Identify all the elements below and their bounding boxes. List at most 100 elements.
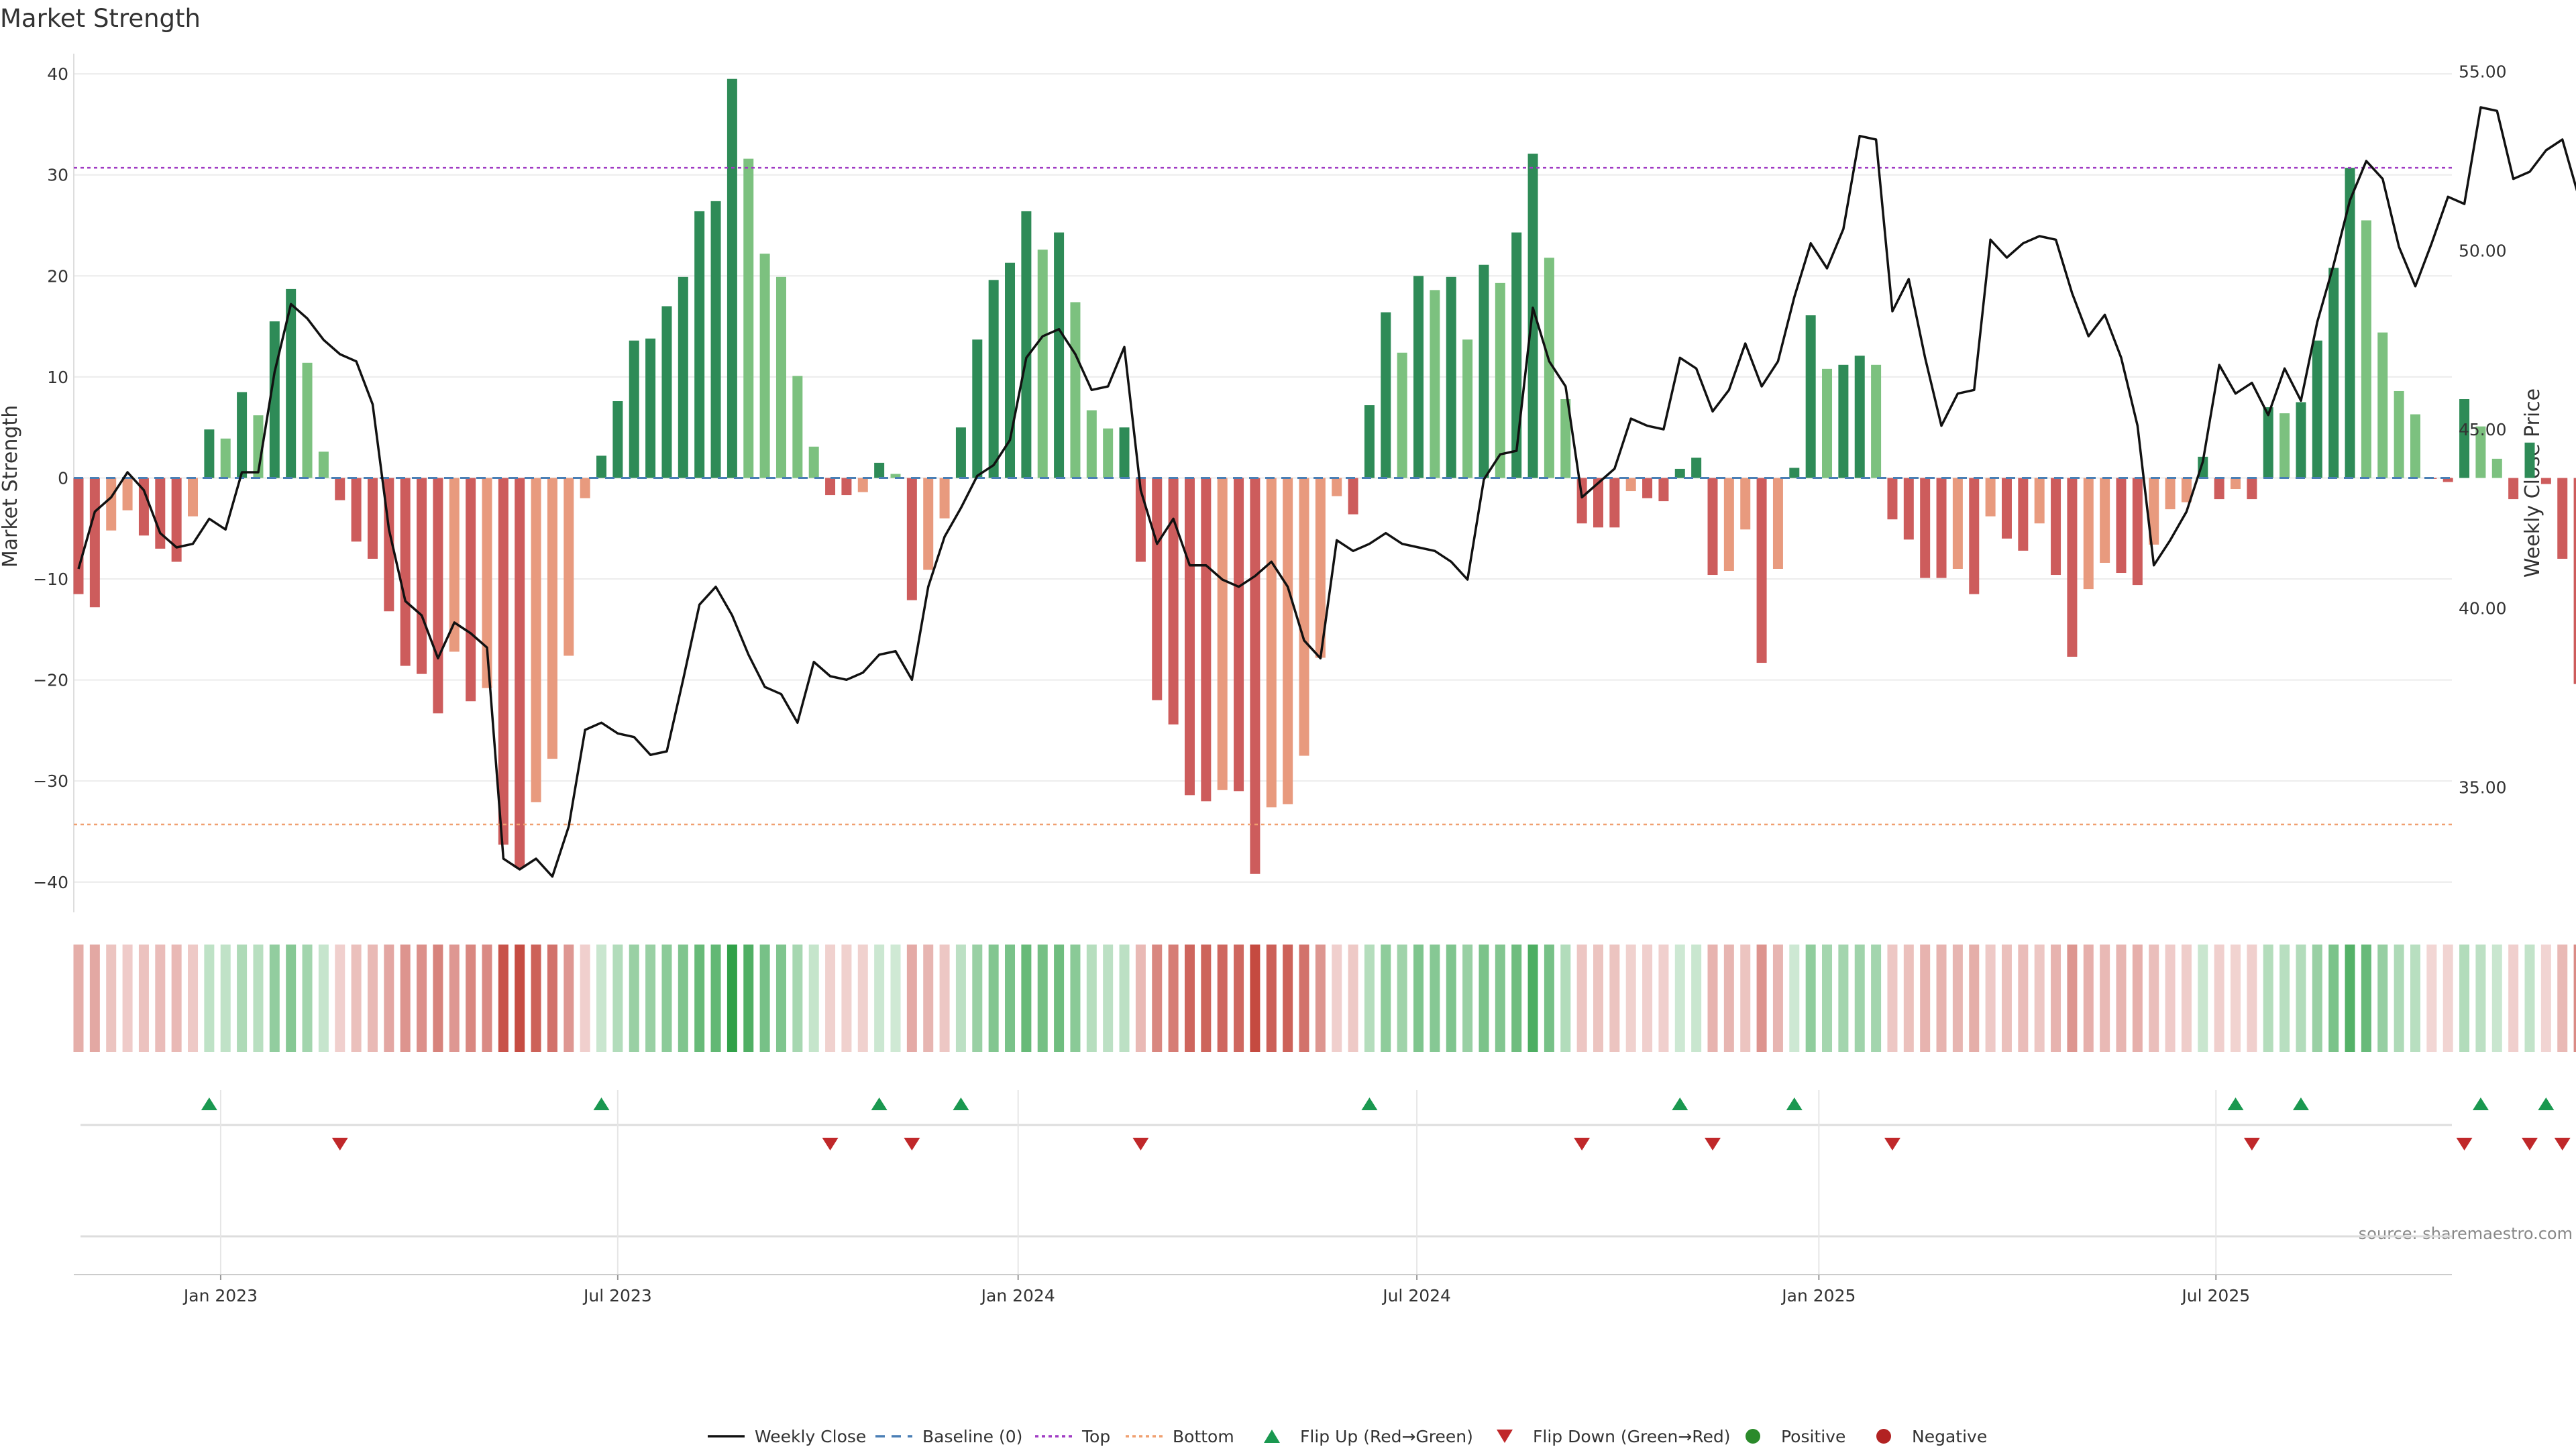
strength-strip-cell [923,945,934,1052]
legend-label: Flip Down (Green→Red) [1533,1427,1731,1446]
strength-strip-cell [466,945,476,1052]
strength-bar [727,78,737,478]
strength-strip-cell [2231,945,2241,1052]
strength-strip-cell [1299,945,1309,1052]
strength-bar [2181,478,2192,502]
strength-bar [1740,478,1751,530]
strength-strip-cell [1201,945,1212,1052]
strength-bar [629,340,639,478]
strength-strip-cell [220,945,231,1052]
strength-strip-cell [1691,945,1702,1052]
strength-bar [564,478,574,656]
strength-strip-cell [2034,945,2045,1052]
strength-strip-cell [2100,945,2110,1052]
strength-bar [1462,339,1473,478]
strength-bar [482,478,492,688]
strength-bar [2279,413,2290,478]
strength-strip-cell [351,945,362,1052]
strength-strip-cell [2361,945,2371,1052]
flip-down-marker [2456,1138,2473,1150]
strength-bar [1593,478,1603,528]
strength-bar [694,211,705,478]
y2-tick-label: 45.00 [2459,420,2507,439]
strength-bar [1430,290,1440,478]
strength-bar [106,478,117,531]
strength-strip-cell [694,945,705,1052]
strength-strip-cell [2426,945,2437,1052]
strength-strip-cell [302,945,313,1052]
strength-bar [515,478,525,868]
strength-strip-cell [1920,945,1931,1052]
strength-bar [1952,478,1963,569]
strength-strip-cell [1871,945,1882,1052]
strength-bar [2132,478,2143,586]
legend-label: Bottom [1173,1427,1234,1446]
strength-strip-cell [2067,945,2078,1052]
strength-bar [2540,478,2551,484]
strength-strip-cell [89,945,100,1052]
strength-bar [2312,340,2322,478]
strength-strip-cell [1037,945,1048,1052]
strength-bar [155,478,166,549]
strength-strip-cell [1544,945,1554,1052]
strength-strip-cell [775,945,786,1052]
strength-strip-cell [841,945,852,1052]
strength-bar [972,339,983,478]
strength-strip-cell [580,945,590,1052]
strength-strip-cell [1969,945,1980,1052]
strength-bar [1544,258,1554,478]
strength-strip-cell [531,945,541,1052]
y-tick-label: −40 [33,873,68,892]
strength-bar [2557,478,2568,559]
strength-bar [2001,478,2012,539]
flip-down-marker [1574,1138,1591,1150]
strength-bar [1969,478,1980,594]
legend-label: Negative [1912,1427,1987,1446]
chart-title: Market Strength [0,4,201,33]
strength-bar [2116,478,2127,574]
strength-strip-cell [1625,945,1636,1052]
strength-strip-cell [482,945,492,1052]
strength-bar [73,478,84,594]
strength-bar [2394,390,2404,478]
strength-strip-cell [1805,945,1816,1052]
strength-bar [2410,414,2420,478]
strength-bar [2051,478,2061,576]
strength-strip-cell [1332,945,1342,1052]
x-tick-label: Jan 2023 [182,1286,258,1305]
strength-bar [1103,428,1114,478]
strength-strip-cell [1103,945,1114,1052]
strength-strip-cell [122,945,133,1052]
strength-bar [89,478,100,608]
strength-strip-cell [269,945,280,1052]
strength-strip-cell [661,945,672,1052]
flip-up-marker [593,1097,610,1110]
strength-bar [1119,427,1130,478]
strength-bar [433,478,443,714]
strength-strip-cell [547,945,557,1052]
strength-bar [1985,478,1996,517]
strength-strip-cell [1576,945,1587,1052]
strength-strip-cell [1168,945,1179,1052]
strength-strip-cell [498,945,508,1052]
strength-strip-cell [1772,945,1783,1052]
strength-strip-cell [906,945,917,1052]
strength-bar [302,362,313,478]
strength-bar [1283,478,1293,804]
strength-strip-cell [335,945,345,1052]
strength-bar [2475,426,2486,478]
strength-strip-cell [710,945,721,1052]
strength-bar [1446,276,1456,478]
strength-bar [1234,478,1244,792]
strength-bar [2018,478,2029,551]
strength-bar [2524,442,2535,478]
strength-strip-cell [955,945,966,1052]
strength-strip-cell [1642,945,1653,1052]
strength-bar [1299,478,1309,756]
strength-bar [2296,402,2306,478]
strength-strip-cell [2279,945,2290,1052]
strength-bar [1871,364,1882,478]
strength-strip-cell [792,945,803,1052]
strength-strip-cell [890,945,901,1052]
source-note: source: sharemaestro.com [2359,1224,2573,1243]
